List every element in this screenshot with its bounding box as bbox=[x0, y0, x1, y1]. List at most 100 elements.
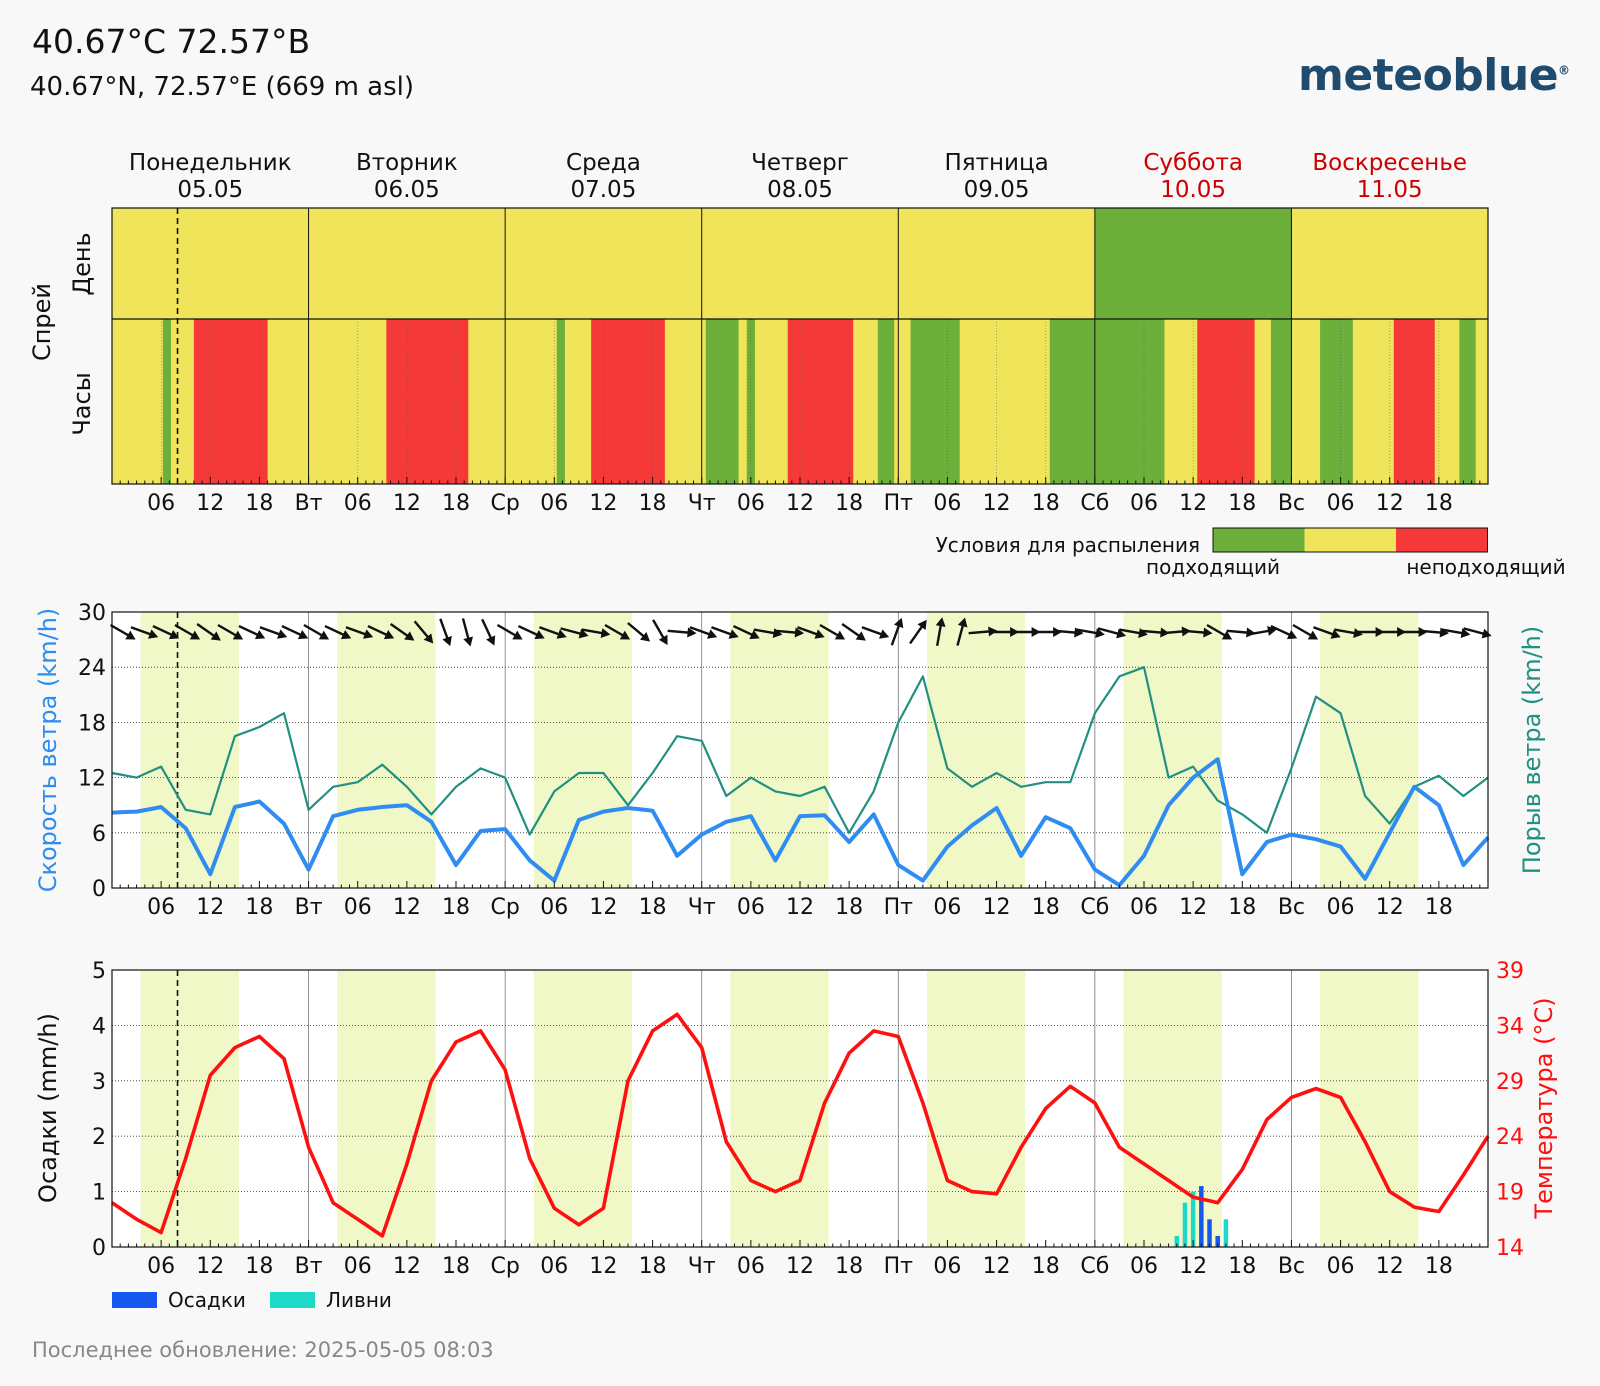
x-tick-label: 18 bbox=[245, 1254, 273, 1279]
x-tick-label: 18 bbox=[835, 1254, 863, 1279]
x-tick-label: 06 bbox=[1130, 1254, 1158, 1279]
x-tick-label: 12 bbox=[983, 491, 1011, 516]
wind-direction-arrow bbox=[797, 626, 825, 639]
precip-y-tick-left: 4 bbox=[92, 1014, 106, 1039]
legend-unsuitable-label: неподходящий bbox=[1406, 555, 1565, 579]
arrow-shaft bbox=[461, 618, 471, 642]
arrow-head bbox=[232, 630, 244, 640]
x-tick-label: 06 bbox=[540, 1254, 568, 1279]
precip-bar bbox=[1199, 1186, 1204, 1247]
wind-direction-arrow bbox=[481, 618, 496, 646]
daylight-band bbox=[140, 612, 239, 888]
x-tick-label: 06 bbox=[344, 895, 372, 920]
precip-y-tick-left: 2 bbox=[92, 1125, 106, 1150]
spray-hour-block bbox=[746, 319, 755, 484]
wind-direction-arrow bbox=[496, 623, 523, 640]
wind-direction-arrow bbox=[413, 620, 434, 644]
wind-direction-arrow bbox=[560, 627, 589, 639]
precip-y-tick-left: 5 bbox=[92, 959, 106, 984]
legend-showers-swatch bbox=[270, 1292, 315, 1308]
arrow-head bbox=[404, 631, 415, 641]
spray-hour-block bbox=[193, 319, 268, 484]
x-tick-label: 06 bbox=[344, 1254, 372, 1279]
arrow-head bbox=[814, 629, 825, 639]
arrow-head bbox=[1267, 626, 1277, 636]
meteoblue-logo[interactable]: meteoblue® bbox=[1298, 50, 1570, 101]
spray-hour-block bbox=[1320, 319, 1353, 484]
arrow-head bbox=[834, 630, 846, 640]
arrow-head bbox=[1286, 630, 1298, 640]
x-tick-label: 18 bbox=[442, 491, 470, 516]
x-tick-label: 18 bbox=[442, 1254, 470, 1279]
wind-direction-arrow bbox=[1292, 623, 1319, 640]
arrow-shaft bbox=[324, 624, 348, 638]
x-tick-label: 18 bbox=[1425, 491, 1453, 516]
x-tick-label: Сб bbox=[1080, 1254, 1109, 1279]
arrow-shaft bbox=[1119, 628, 1144, 635]
day-name: Вторник bbox=[356, 150, 458, 176]
spray-hour-block bbox=[787, 319, 854, 484]
day-name: Понедельник bbox=[129, 150, 292, 176]
arrow-shaft bbox=[130, 626, 154, 637]
temperature-line bbox=[110, 1012, 1490, 1238]
wind-direction-arrow bbox=[539, 626, 567, 639]
spray-hour-block bbox=[1270, 319, 1292, 484]
spray-hour-block bbox=[1049, 319, 1095, 484]
wind-direction-arrow bbox=[753, 628, 783, 638]
spray-axis-label: Спрей bbox=[28, 283, 56, 361]
daylight-band bbox=[1123, 612, 1222, 888]
arrow-head bbox=[600, 628, 611, 638]
spray-day-cell bbox=[112, 208, 309, 319]
wind-direction-arrow bbox=[367, 624, 395, 640]
x-tick-label: 18 bbox=[1228, 491, 1256, 516]
x-tick-label: 12 bbox=[196, 895, 224, 920]
wind-direction-arrow bbox=[935, 617, 946, 646]
spray-day-cell bbox=[898, 208, 1095, 319]
day-date: 10.05 bbox=[1160, 177, 1226, 203]
arrow-head bbox=[148, 629, 159, 639]
x-tick-label: 06 bbox=[737, 1254, 765, 1279]
arrow-shaft bbox=[238, 624, 262, 638]
arrow-head bbox=[879, 629, 890, 639]
day-name: Воскресенье bbox=[1312, 150, 1467, 176]
x-tick-label: 18 bbox=[1032, 1254, 1060, 1279]
wind-direction-arrow bbox=[732, 624, 760, 640]
arrow-head bbox=[578, 628, 589, 639]
x-tick-label: 06 bbox=[933, 1254, 961, 1279]
daylight-band bbox=[337, 612, 436, 888]
x-tick-label: 18 bbox=[1032, 491, 1060, 516]
wind-direction-arrow bbox=[1270, 624, 1298, 640]
arrow-head bbox=[277, 629, 288, 639]
arrow-head bbox=[794, 627, 805, 638]
arrow-head bbox=[772, 628, 783, 638]
legend-suitable-swatch bbox=[1213, 528, 1305, 552]
spray-hour-block bbox=[877, 319, 895, 484]
x-tick-label: 18 bbox=[1032, 895, 1060, 920]
wind-direction-arrow bbox=[1183, 627, 1213, 638]
location-subtitle: 40.67°N, 72.57°E (669 m asl) bbox=[30, 72, 415, 102]
x-tick-label: 12 bbox=[1376, 895, 1404, 920]
x-tick-label: 06 bbox=[1327, 895, 1355, 920]
wind-direction-arrow bbox=[1076, 628, 1105, 638]
day-date: 07.05 bbox=[570, 177, 636, 203]
arrow-head bbox=[254, 630, 266, 640]
arrow-head bbox=[639, 632, 651, 642]
x-tick-label: Сб bbox=[1080, 895, 1109, 920]
wind-direction-arrow bbox=[130, 626, 159, 639]
arrow-head bbox=[125, 630, 136, 640]
x-tick-label: 06 bbox=[737, 491, 765, 516]
x-tick-label: Пт bbox=[884, 1254, 914, 1279]
wind-direction-arrow bbox=[711, 626, 739, 639]
spray-hour-block bbox=[556, 319, 565, 484]
precip-bar bbox=[1207, 1219, 1212, 1247]
wind-direction-arrow bbox=[956, 617, 968, 646]
x-tick-label: 12 bbox=[589, 895, 617, 920]
x-tick-label: Ср bbox=[490, 895, 519, 920]
arrow-head bbox=[1116, 628, 1127, 639]
wind-y-tick-left: 24 bbox=[78, 656, 106, 681]
wind-speed-axis-label: Скорость ветра (km/h) bbox=[34, 608, 62, 893]
arrow-head bbox=[619, 630, 631, 640]
x-tick-label: 06 bbox=[1327, 491, 1355, 516]
wind-direction-arrow bbox=[324, 624, 352, 640]
wind-direction-arrow bbox=[517, 624, 545, 640]
